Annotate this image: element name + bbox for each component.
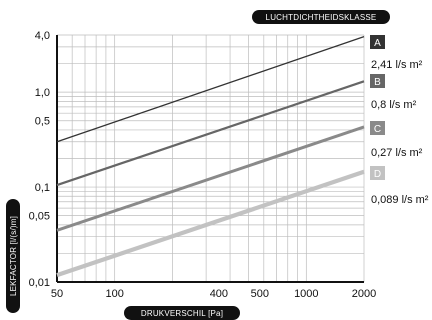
title-text: LUCHTDICHTHEIDSKLASSE: [266, 13, 377, 22]
class-letter-C: C: [374, 124, 381, 135]
y-axis-label: LEKFACTOR [l/(s/)m]: [6, 199, 20, 313]
y-tick-label: 4,0: [35, 30, 50, 42]
class-value-B: 0,8 l/s m²: [371, 99, 417, 111]
class-letter-B: B: [374, 77, 381, 88]
tick-labels: 50 100 400 500 1000 2000 4,0 1,0 0,5 0,1 0,05 0,01: [29, 30, 377, 300]
class-letter-A: A: [374, 38, 381, 49]
series-line-B: [56, 80, 365, 187]
class-badge-C: [370, 121, 385, 135]
x-tick-label: 2000: [352, 288, 376, 300]
y-axis-label-text: LEKFACTOR [l/(s/)m]: [9, 216, 18, 296]
x-tick-label: 500: [251, 288, 269, 300]
class-legend: A 2,41 l/s m² B 0,8 l/s m² C 0,27 l/s m² D 0,08…: [370, 35, 429, 206]
series-line-C: [56, 125, 365, 232]
x-tick-label: 100: [106, 288, 124, 300]
series-line-A: [56, 35, 365, 143]
class-value-A: 2,41 l/s m²: [371, 59, 423, 71]
series-line-D: [56, 169, 365, 278]
series-lines: [56, 35, 365, 278]
class-value-C: 0,27 l/s m²: [371, 147, 423, 159]
x-tick-label: 400: [210, 288, 228, 300]
y-tick-label: 0,1: [35, 182, 50, 194]
class-badge-D: [370, 166, 385, 180]
axes: [56, 35, 364, 283]
chart-title: LUCHTDICHTHEIDSKLASSE: [252, 10, 390, 24]
y-tick-label: 0,05: [29, 211, 50, 223]
class-badge-B: [370, 74, 385, 88]
y-tick-label: 0,01: [29, 277, 50, 289]
x-axis-label-text: DRUKVERSCHIL [Pa]: [141, 309, 223, 318]
x-axis-label: DRUKVERSCHIL [Pa]: [124, 306, 240, 320]
class-badge-A: [370, 35, 385, 49]
y-tick-label: 0,5: [35, 116, 50, 128]
x-tick-label: 50: [51, 288, 63, 300]
grid: [56, 34, 365, 283]
class-value-D: 0,089 l/s m²: [371, 194, 429, 206]
y-tick-label: 1,0: [35, 87, 50, 99]
x-tick-label: 1000: [294, 288, 318, 300]
class-letter-D: D: [374, 169, 381, 180]
